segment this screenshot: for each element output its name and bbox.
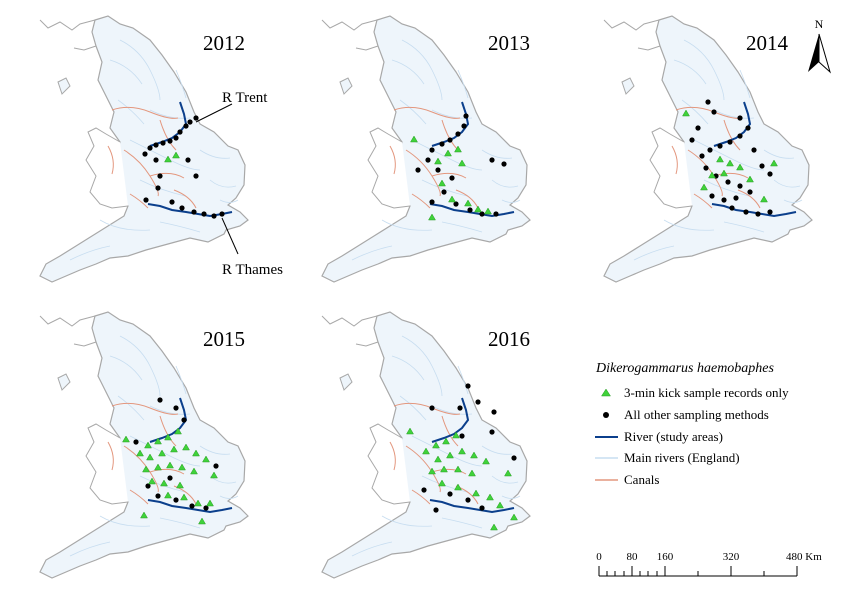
callout-thames: R Thames xyxy=(222,262,283,278)
north-arrow: N xyxy=(808,17,831,74)
legend-item-main-rivers: Main rivers (England) xyxy=(595,450,740,465)
scale-bar: 0 80 160 320 480 Km xyxy=(596,551,822,577)
legend-item-other: All other sampling methods xyxy=(603,407,769,422)
legend-item-canals: Canals xyxy=(595,472,659,487)
scale-tick-0: 0 xyxy=(596,551,602,563)
map-panel-2014: 2014 xyxy=(604,16,812,282)
legend-label-kick: 3-min kick sample records only xyxy=(624,385,789,400)
points-2012 xyxy=(142,115,225,219)
scale-tick-80: 80 xyxy=(627,551,639,563)
legend-item-kick: 3-min kick sample records only xyxy=(601,385,789,400)
map-panel-2016: 2016 xyxy=(322,312,530,578)
scale-tick-320: 320 xyxy=(723,551,740,563)
legend: Dikerogammarus haemobaphes 3-min kick sa… xyxy=(595,361,789,487)
legend-label-other: All other sampling methods xyxy=(624,407,769,422)
panel-year-2016: 2016 xyxy=(488,327,530,351)
panel-year-2015: 2015 xyxy=(203,327,245,351)
triangle-symbol-icon xyxy=(601,388,611,397)
panel-year-2013: 2013 xyxy=(488,31,530,55)
scale-tick-160: 160 xyxy=(657,551,674,563)
north-arrow-label: N xyxy=(815,17,824,31)
callout-trent: R Trent xyxy=(222,90,268,106)
legend-label-study-river: River (study areas) xyxy=(624,429,723,444)
map-panel-2015: 2015 xyxy=(40,312,248,578)
dot-symbol-icon xyxy=(603,412,609,418)
legend-title: Dikerogammarus haemobaphes xyxy=(595,361,775,376)
map-panel-2013: 2013 xyxy=(322,16,530,282)
legend-label-main-rivers: Main rivers (England) xyxy=(624,450,740,465)
legend-label-canals: Canals xyxy=(624,472,659,487)
panel-year-2014: 2014 xyxy=(746,31,789,55)
panel-year-2012: 2012 xyxy=(203,31,245,55)
legend-item-study-river: River (study areas) xyxy=(595,429,723,444)
map-panel-2012: 2012 R Trent R Thames xyxy=(40,16,283,282)
scale-tick-480: 480 Km xyxy=(786,551,822,563)
